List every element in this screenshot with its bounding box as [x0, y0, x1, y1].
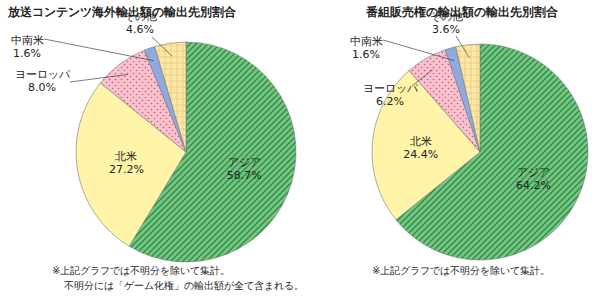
- category-label: ヨーロッパ: [363, 82, 419, 95]
- data-label: 3.6%: [432, 23, 460, 36]
- category-label: 北米: [410, 135, 432, 148]
- category-label: 中南米: [11, 34, 44, 47]
- category-label: 北米: [115, 150, 137, 163]
- leader-line: [383, 40, 454, 61]
- category-label: その他: [430, 10, 463, 23]
- category-label: その他: [124, 10, 157, 23]
- leader-line: [70, 74, 128, 82]
- note: ※上記グラフでは不明分を除いて集計。: [52, 265, 230, 276]
- data-label: 64.2%: [516, 179, 551, 192]
- data-label: 1.6%: [13, 47, 41, 60]
- note: 不明分には「ゲーム化権」の輸出額が全て含まれる。: [64, 280, 304, 291]
- data-label: 24.4%: [403, 148, 438, 161]
- chart-canvas: 放送コンテンツ海外輸出額の輸出先別割合アジア58.7%北米27.2%ヨーロッパ8…: [0, 0, 592, 300]
- category-label: アジア: [517, 166, 550, 179]
- category-label: ヨーロッパ: [15, 68, 71, 81]
- data-label: 1.6%: [352, 48, 380, 61]
- leader-line: [456, 36, 469, 58]
- labels: アジア58.7% 北米27.2% ヨーロッパ8.0% 中南米1.6% その他4.6%: [11, 10, 262, 182]
- slices: [372, 44, 588, 260]
- leader-line: [152, 37, 172, 56]
- pie-slice: [396, 44, 588, 260]
- stage: 放送コンテンツ海外輸出額の輸出先別割合アジア58.7%北米27.2%ヨーロッパ8…: [0, 0, 592, 300]
- chart-title: 放送コンテンツ海外輸出額の輸出先別割合: [7, 5, 236, 19]
- labels: アジア64.2% 北米24.4% ヨーロッパ6.2% 中南米1.6% その他3.6%: [350, 10, 552, 192]
- data-label: 27.2%: [109, 163, 144, 176]
- slices: [76, 42, 296, 262]
- pie-chart: 番組販売権の輸出額の輸出先別割合アジア64.2%北米24.4%ヨーロッパ6.2%…: [350, 5, 589, 276]
- leader-line: [44, 39, 154, 61]
- pie-slice: [155, 42, 186, 152]
- data-label: 58.7%: [227, 169, 262, 182]
- data-label: 8.0%: [28, 81, 56, 94]
- category-label: アジア: [228, 156, 261, 169]
- pie-chart: 放送コンテンツ海外輸出額の輸出先別割合アジア58.7% 北米27.2% ヨーロッパ8…: [7, 5, 304, 291]
- data-label: 4.6%: [126, 23, 154, 36]
- data-label: 6.2%: [376, 95, 404, 108]
- pie-slice: [456, 44, 480, 152]
- note: ※上記グラフでは不明分を除いて集計。: [372, 265, 550, 276]
- category-label: 中南米: [350, 35, 383, 48]
